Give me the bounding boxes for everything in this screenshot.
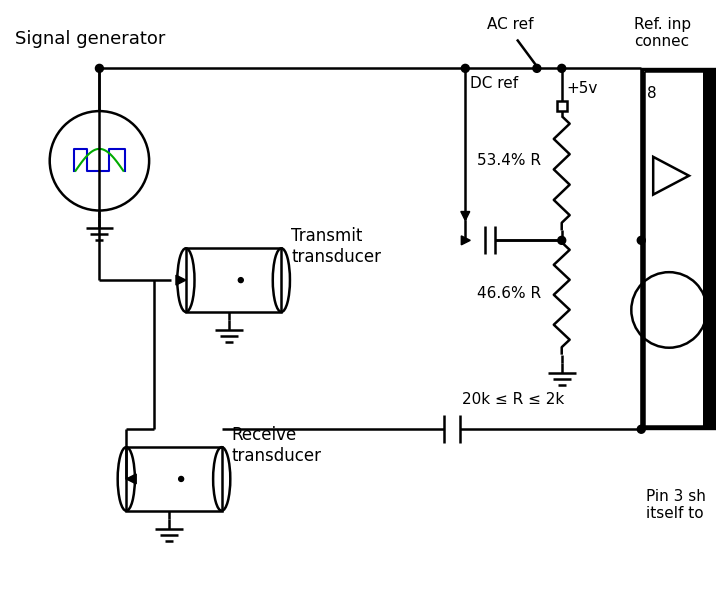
Text: Signal generator: Signal generator bbox=[15, 29, 166, 47]
Polygon shape bbox=[462, 236, 470, 245]
Circle shape bbox=[637, 425, 645, 433]
Text: +5v: +5v bbox=[567, 81, 598, 96]
Polygon shape bbox=[126, 474, 136, 484]
Text: Pin 3 sh
itself to: Pin 3 sh itself to bbox=[647, 489, 706, 521]
FancyBboxPatch shape bbox=[644, 71, 703, 426]
Text: DC ref: DC ref bbox=[470, 76, 518, 91]
Text: Ref. inp
connec: Ref. inp connec bbox=[634, 17, 691, 49]
Text: 8: 8 bbox=[647, 86, 657, 101]
Text: AC ref: AC ref bbox=[487, 17, 534, 32]
Text: Receive
transducer: Receive transducer bbox=[232, 426, 322, 465]
FancyBboxPatch shape bbox=[642, 68, 716, 429]
Text: 46.6% R: 46.6% R bbox=[477, 286, 541, 301]
Circle shape bbox=[558, 64, 566, 73]
Circle shape bbox=[96, 64, 104, 73]
Circle shape bbox=[558, 236, 566, 244]
Polygon shape bbox=[461, 212, 469, 220]
Circle shape bbox=[533, 64, 541, 73]
Circle shape bbox=[179, 476, 184, 481]
Polygon shape bbox=[176, 275, 186, 285]
Circle shape bbox=[462, 64, 469, 73]
Circle shape bbox=[238, 278, 243, 283]
Text: Transmit
transducer: Transmit transducer bbox=[292, 227, 382, 266]
Text: 53.4% R: 53.4% R bbox=[477, 153, 541, 168]
Circle shape bbox=[637, 236, 645, 244]
Text: 20k ≤ R ≤ 2k: 20k ≤ R ≤ 2k bbox=[462, 392, 564, 407]
